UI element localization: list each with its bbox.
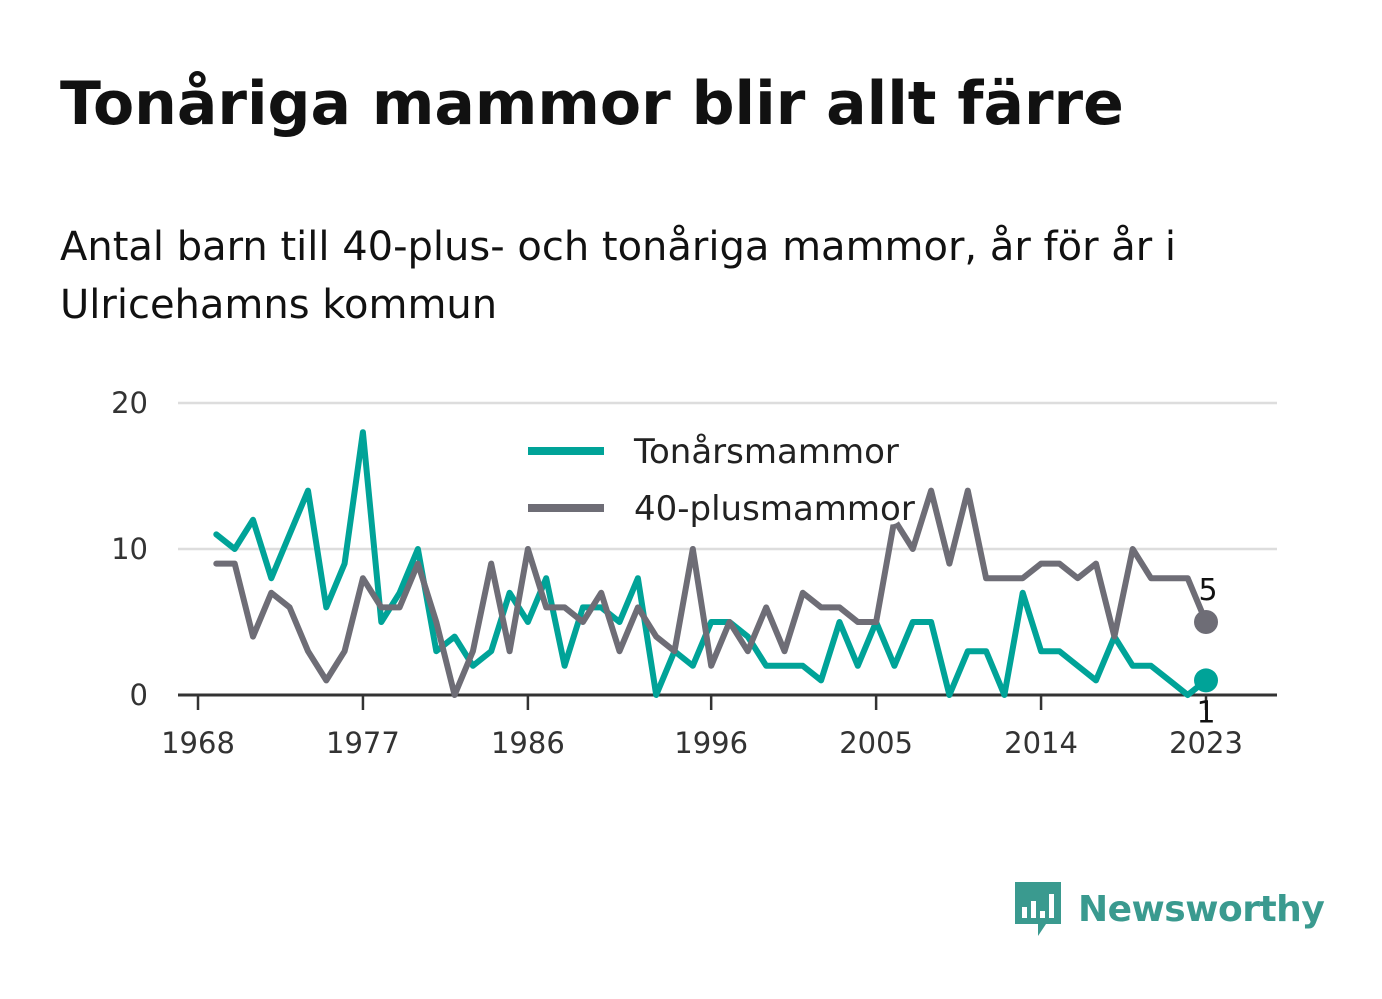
x-tick-label: 2014 xyxy=(1004,726,1078,760)
gridlines xyxy=(178,401,1277,697)
axis-ticks: 0 10 20 1968 1977 1986 1996 2005 2014 2023 xyxy=(111,386,1243,760)
end-point-40-plusmammor xyxy=(1194,610,1219,634)
end-label-tonarsmammor: 1 xyxy=(1196,695,1215,730)
chart-title: Tonåriga mammor blir allt färre xyxy=(60,69,1124,139)
series-line-tonarsmammor xyxy=(213,429,1209,698)
brand-name: Newsworthy xyxy=(1078,888,1325,930)
legend-label: 40-plusmammor xyxy=(634,489,915,529)
x-tick-label: 1996 xyxy=(674,726,748,760)
x-tick-label: 2005 xyxy=(839,726,913,760)
legend-label: Tonårsmammor xyxy=(633,432,899,472)
y-tick-label: 20 xyxy=(111,386,148,420)
chart-subtitle: Antal barn till 40-plus- och tonåriga ma… xyxy=(60,224,1177,328)
newsworthy-logo[interactable]: Newsworthy xyxy=(1012,880,1325,938)
y-tick-label: 10 xyxy=(111,532,148,566)
end-label-40-plusmammor: 5 xyxy=(1198,573,1217,608)
x-tick-label: 1968 xyxy=(161,726,235,760)
x-tick-label: 1977 xyxy=(326,726,400,760)
end-point-tonarsmammor xyxy=(1194,668,1219,693)
x-tick-label: 2023 xyxy=(1169,726,1243,760)
series-line-40-plusmammor xyxy=(213,487,1209,698)
x-tick-label: 1986 xyxy=(491,726,565,760)
series-lines xyxy=(213,429,1219,698)
legend: Tonårsmammor 40-plusmammor xyxy=(528,428,919,533)
end-labels: 15 xyxy=(1196,573,1217,730)
bar-chart-speech-bubble-icon xyxy=(1015,882,1061,936)
y-tick-label: 0 xyxy=(130,678,148,712)
